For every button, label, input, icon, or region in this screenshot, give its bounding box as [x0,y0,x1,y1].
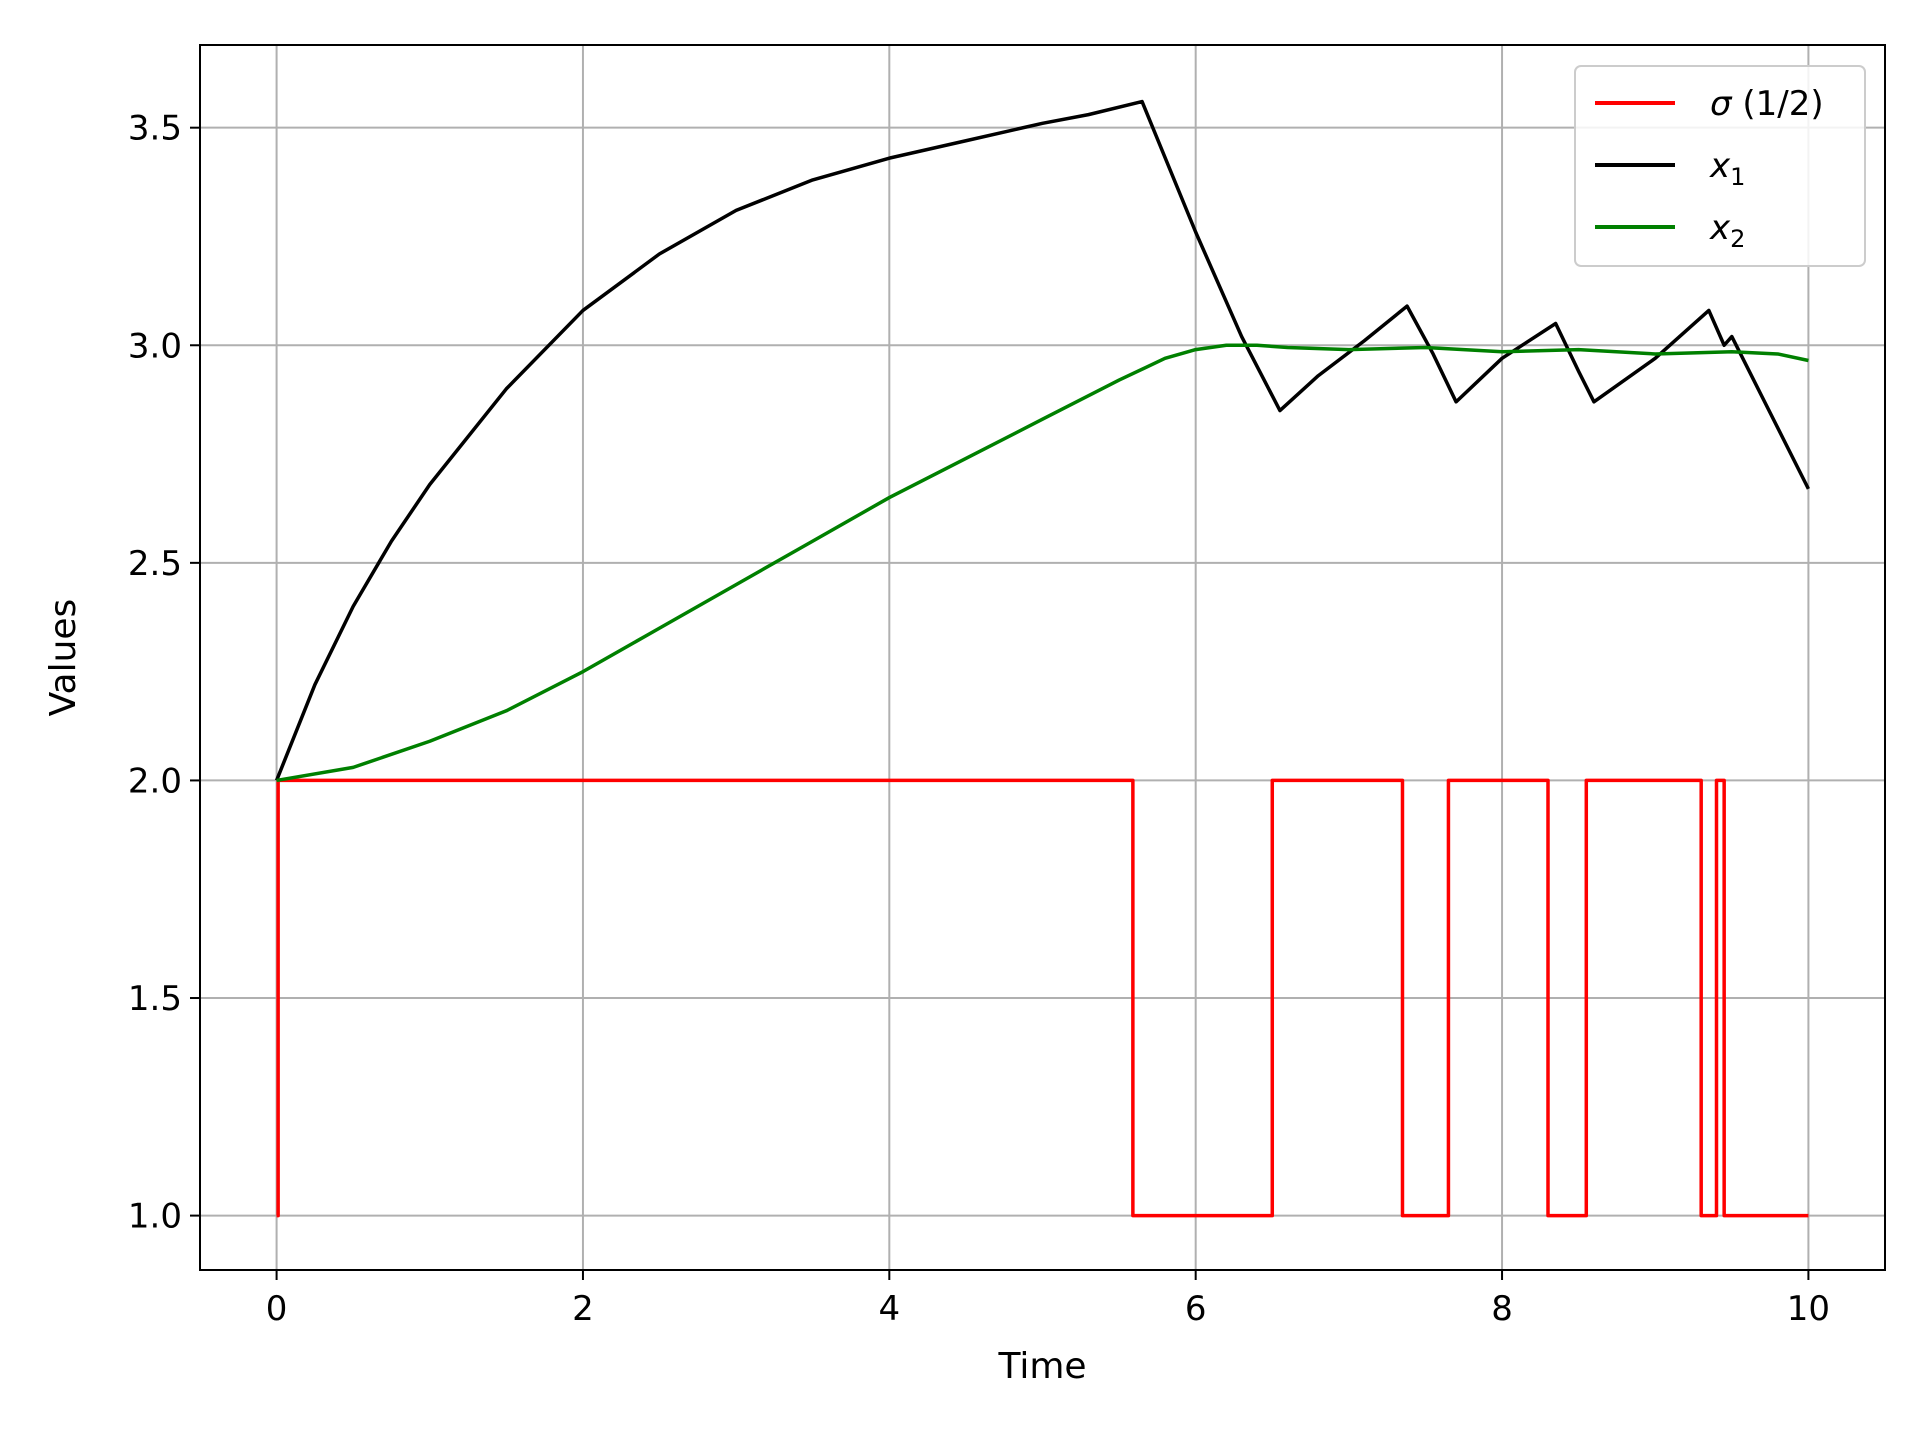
x-axis-label: Time [997,1346,1086,1387]
legend-label-main: σ [1710,84,1733,124]
legend-box [1574,65,1866,267]
y-tick-label: 3.5 [128,109,182,149]
series-line-2 [274,99,1810,782]
y-tick-label: 3.0 [128,326,182,366]
y-tick-label: 1.0 [128,1197,182,1237]
x-tick-label: 8 [1491,1289,1513,1329]
legend-label-subscript: 1 [1730,163,1745,191]
x-tick-label: 2 [572,1289,594,1329]
series-line-3 [276,343,1809,783]
legend-label: x2 [1709,208,1745,253]
y-axis-label: Values [43,599,84,717]
series-layer [274,99,1810,1218]
x-tick-label: 10 [1787,1289,1830,1329]
y-tick-label: 2.5 [128,544,182,584]
legend-label-main: x [1709,208,1731,248]
plot-frame [199,44,1886,1271]
y-tick-label: 2.0 [128,761,182,801]
legend-label-rest: (1/2) [1732,84,1824,124]
series-line-1 [276,778,1809,1218]
legend-label-main: x [1709,146,1731,186]
axis-ticks: 0 2 4 6 8 10 1.0 1.5 2.0 2.5 3.0 3.5 [128,109,1830,1329]
legend-label: σ (1/2) [1710,84,1824,124]
y-tick-label: 1.5 [128,979,182,1019]
legend-label-subscript: 2 [1730,225,1745,253]
x-tick-label: 4 [878,1289,900,1329]
x-tick-label: 0 [266,1289,288,1329]
x-tick-label: 6 [1185,1289,1207,1329]
legend-label: x1 [1709,146,1745,191]
